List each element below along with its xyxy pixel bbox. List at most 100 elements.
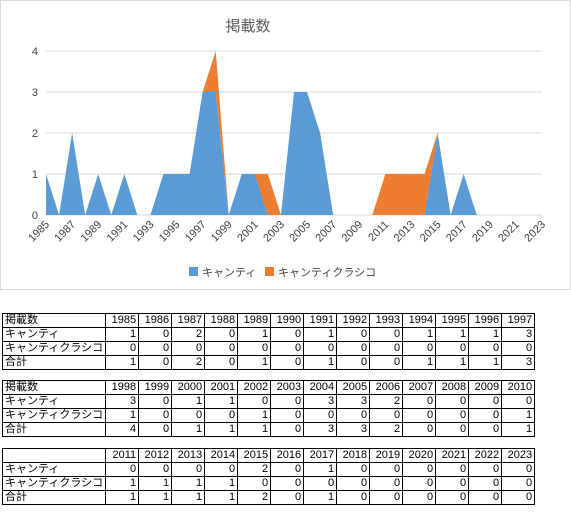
row-label-cell: 合計 xyxy=(1,490,107,505)
value-cell: 0 xyxy=(435,476,470,491)
value-cell: 0 xyxy=(402,408,437,423)
value-cell: 0 xyxy=(204,327,239,342)
value-cell: 1998 xyxy=(105,380,140,395)
area-series-0 xyxy=(46,92,542,215)
value-cell: 2 xyxy=(237,490,272,505)
value-cell: 0 xyxy=(270,327,305,342)
value-cell: 1 xyxy=(501,422,536,437)
value-cell: 1 xyxy=(105,476,140,491)
value-cell: 2005 xyxy=(336,380,371,395)
x-tick-label: 2005 xyxy=(287,219,313,245)
table-header-row: 掲載数 1985 1986 1987 1988 1989 1990 1991 1992 1993 1… xyxy=(1,313,536,328)
value-cell: 0 xyxy=(171,462,206,477)
row-label-cell: 掲載数 xyxy=(1,380,107,395)
row-label-cell: 掲載数 xyxy=(1,313,107,328)
value-cell: 1 xyxy=(138,490,173,505)
x-tick-label: 2003 xyxy=(261,219,287,245)
value-cell: 1992 xyxy=(336,313,371,328)
x-tick-label: 2017 xyxy=(444,219,470,245)
value-cell: 3 xyxy=(501,355,536,370)
value-cell: 0 xyxy=(237,476,272,491)
value-cell: 2018 xyxy=(336,448,371,463)
value-cell: 1 xyxy=(402,355,437,370)
value-cell: 1 xyxy=(204,422,239,437)
chart-title: 掲載数 xyxy=(225,17,270,35)
value-cell: 1985 xyxy=(105,313,140,328)
value-cell: 2013 xyxy=(171,448,206,463)
row-label-cell: キャンティ xyxy=(1,462,107,477)
row-label-cell: 合計 xyxy=(1,355,107,370)
chart-panel: 0 1 2 3 4 1985 1987 1989 1991 1993 1995 1997 1999 200… xyxy=(0,0,571,290)
value-cell: 0 xyxy=(171,341,206,356)
value-cell: 1 xyxy=(303,490,338,505)
value-cell: 2009 xyxy=(468,380,503,395)
value-cell: 1 xyxy=(303,355,338,370)
table-row: キャンティクラシコ 1 1 1 1 0 0 0 0 0 0 0 0 0 xyxy=(1,476,536,491)
value-cell: 2023 xyxy=(501,448,536,463)
value-cell: 2014 xyxy=(204,448,239,463)
value-cell: 0 xyxy=(468,476,503,491)
value-cell: 1996 xyxy=(468,313,503,328)
value-cell: 0 xyxy=(501,490,536,505)
value-cell: 0 xyxy=(402,394,437,409)
value-cell: 2002 xyxy=(237,380,272,395)
value-cell: 3 xyxy=(105,394,140,409)
value-cell: 1 xyxy=(105,408,140,423)
value-cell: 1 xyxy=(105,490,140,505)
table-row: 合計 1 1 1 1 2 0 1 0 0 0 0 0 0 xyxy=(1,490,536,505)
value-cell: 3 xyxy=(501,327,536,342)
value-cell: 0 xyxy=(468,408,503,423)
row-label-cell xyxy=(1,448,107,463)
value-cell: 0 xyxy=(336,490,371,505)
row-label-cell: 合計 xyxy=(1,422,107,437)
table-header-row: 掲載数 1998 1999 2000 2001 2002 2003 2004 2005 2006 2… xyxy=(1,380,536,395)
value-cell: 2012 xyxy=(138,448,173,463)
value-cell: 1 xyxy=(237,355,272,370)
x-tick-label: 1985 xyxy=(26,219,52,245)
value-cell: 1 xyxy=(171,394,206,409)
value-cell: 2 xyxy=(237,462,272,477)
x-tick-label: 2001 xyxy=(235,219,261,245)
data-table-2: 掲載数 1998 1999 2000 2001 2002 2003 2004 2005 2006 2… xyxy=(1,380,536,437)
value-cell: 1 xyxy=(303,462,338,477)
table-row: 合計 1 0 2 0 1 0 1 0 0 1 1 1 3 xyxy=(1,355,536,370)
value-cell: 1997 xyxy=(501,313,536,328)
value-cell: 0 xyxy=(270,341,305,356)
value-cell: 0 xyxy=(303,341,338,356)
value-cell: 1999 xyxy=(138,380,173,395)
value-cell: 1 xyxy=(105,355,140,370)
legend-label-1: キャンティクラシコ xyxy=(278,266,376,279)
y-tick-label: 2 xyxy=(32,128,38,140)
value-cell: 0 xyxy=(237,394,272,409)
value-cell: 1986 xyxy=(138,313,173,328)
value-cell: 0 xyxy=(435,422,470,437)
value-cell: 0 xyxy=(138,394,173,409)
table-row: キャンティクラシコ 0 0 0 0 0 0 0 0 0 0 0 0 0 xyxy=(1,341,536,356)
value-cell: 1 xyxy=(204,490,239,505)
data-table-1: 掲載数 1985 1986 1987 1988 1989 1990 1991 1992 1993 1… xyxy=(1,313,536,370)
value-cell: 0 xyxy=(369,490,404,505)
value-cell: 4 xyxy=(105,422,140,437)
value-cell: 0 xyxy=(237,341,272,356)
value-cell: 0 xyxy=(369,408,404,423)
value-cell: 0 xyxy=(105,462,140,477)
value-cell: 1 xyxy=(468,327,503,342)
value-cell: 2 xyxy=(171,327,206,342)
x-tick-label: 1987 xyxy=(52,219,78,245)
x-tick-label: 2015 xyxy=(418,219,444,245)
value-cell: 0 xyxy=(501,462,536,477)
row-label-cell: キャンティ xyxy=(1,394,107,409)
value-cell: 1988 xyxy=(204,313,239,328)
value-cell: 0 xyxy=(105,341,140,356)
value-cell: 0 xyxy=(402,341,437,356)
value-cell: 1 xyxy=(501,408,536,423)
value-cell: 1994 xyxy=(402,313,437,328)
x-tick-label: 2019 xyxy=(470,219,496,245)
value-cell: 1 xyxy=(138,476,173,491)
value-cell: 0 xyxy=(171,408,206,423)
value-cell: 0 xyxy=(138,408,173,423)
value-cell: 2017 xyxy=(303,448,338,463)
y-tick-label: 0 xyxy=(32,210,38,222)
x-tick-label: 2007 xyxy=(313,219,339,245)
